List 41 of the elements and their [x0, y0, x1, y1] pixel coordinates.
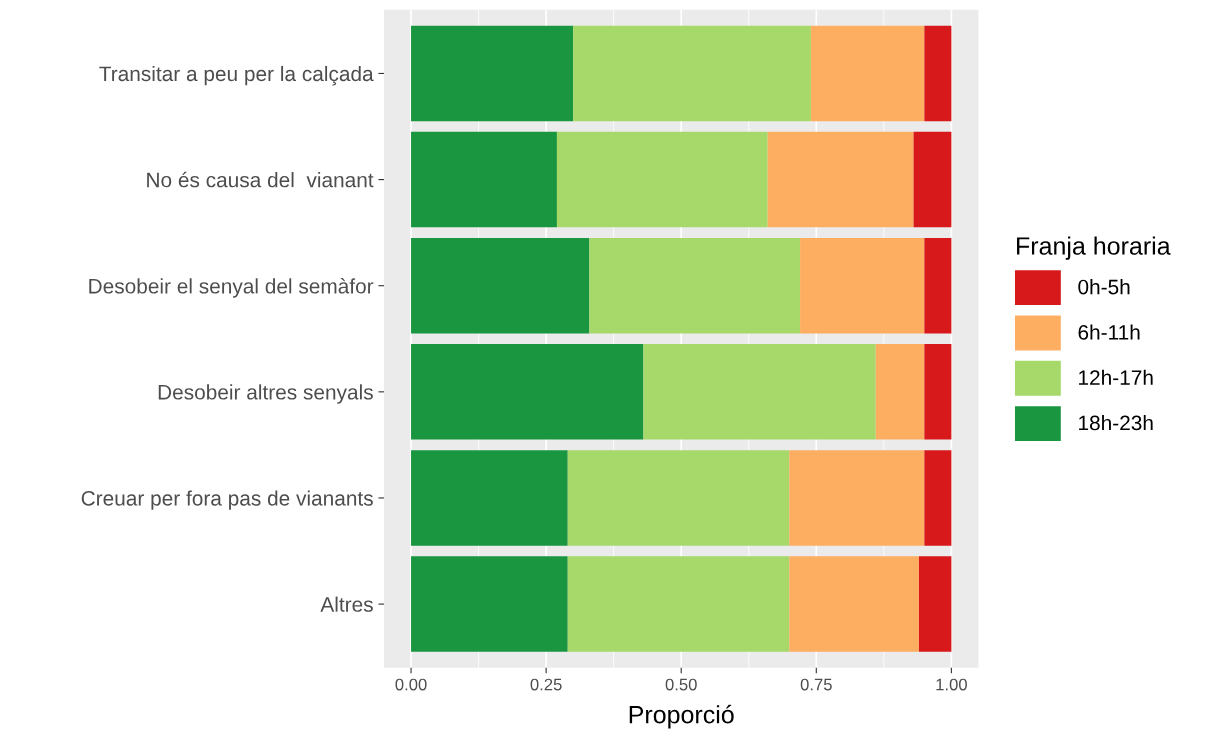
bar [924, 344, 952, 440]
bar [567, 450, 790, 546]
bar [810, 25, 925, 122]
y-tick-label: Creuar per fora pas de vianants [81, 490, 373, 510]
y-tick-label: Transitar a peu per la calçada [99, 65, 374, 86]
bar [411, 131, 557, 228]
bar [573, 25, 811, 122]
bar [789, 450, 925, 546]
x-tick-label: 0.25 [530, 678, 562, 691]
x-axis-title: Proporció [629, 704, 734, 729]
bar [643, 344, 876, 440]
y-tick-label: Desobeir altres senyals [158, 384, 373, 404]
legend-label: 6h-11h [1078, 324, 1140, 340]
bar [411, 237, 590, 334]
bar [924, 450, 952, 546]
legend-title: Franja horaria [1017, 236, 1171, 260]
legend-label: 12h-17h [1079, 369, 1153, 385]
x-tick-label: 1.00 [936, 678, 967, 691]
x-tick-label: 0.75 [800, 678, 832, 691]
legend-label: 18h-23h [1079, 415, 1153, 431]
bar [789, 556, 919, 652]
bar [924, 25, 952, 122]
bar [913, 131, 952, 228]
x-tick-label: 0.00 [395, 678, 427, 691]
bar [411, 25, 574, 122]
bar [924, 237, 952, 334]
bar [767, 131, 914, 228]
bar [411, 344, 644, 440]
y-tick-label: No és causa del vianant [147, 171, 374, 188]
bar [556, 131, 768, 228]
bar [567, 556, 790, 652]
bar [411, 450, 568, 546]
x-tick-label: 0.50 [665, 678, 697, 691]
bar [589, 237, 801, 334]
bar [918, 556, 952, 652]
legend-label: 0h-5h [1078, 279, 1130, 295]
y-tick-label: Desobeir el senyal del semàfor [89, 278, 374, 298]
bar [800, 237, 925, 334]
y-tick-label: Altres [320, 596, 373, 612]
bar [875, 344, 925, 440]
bar [411, 556, 568, 652]
